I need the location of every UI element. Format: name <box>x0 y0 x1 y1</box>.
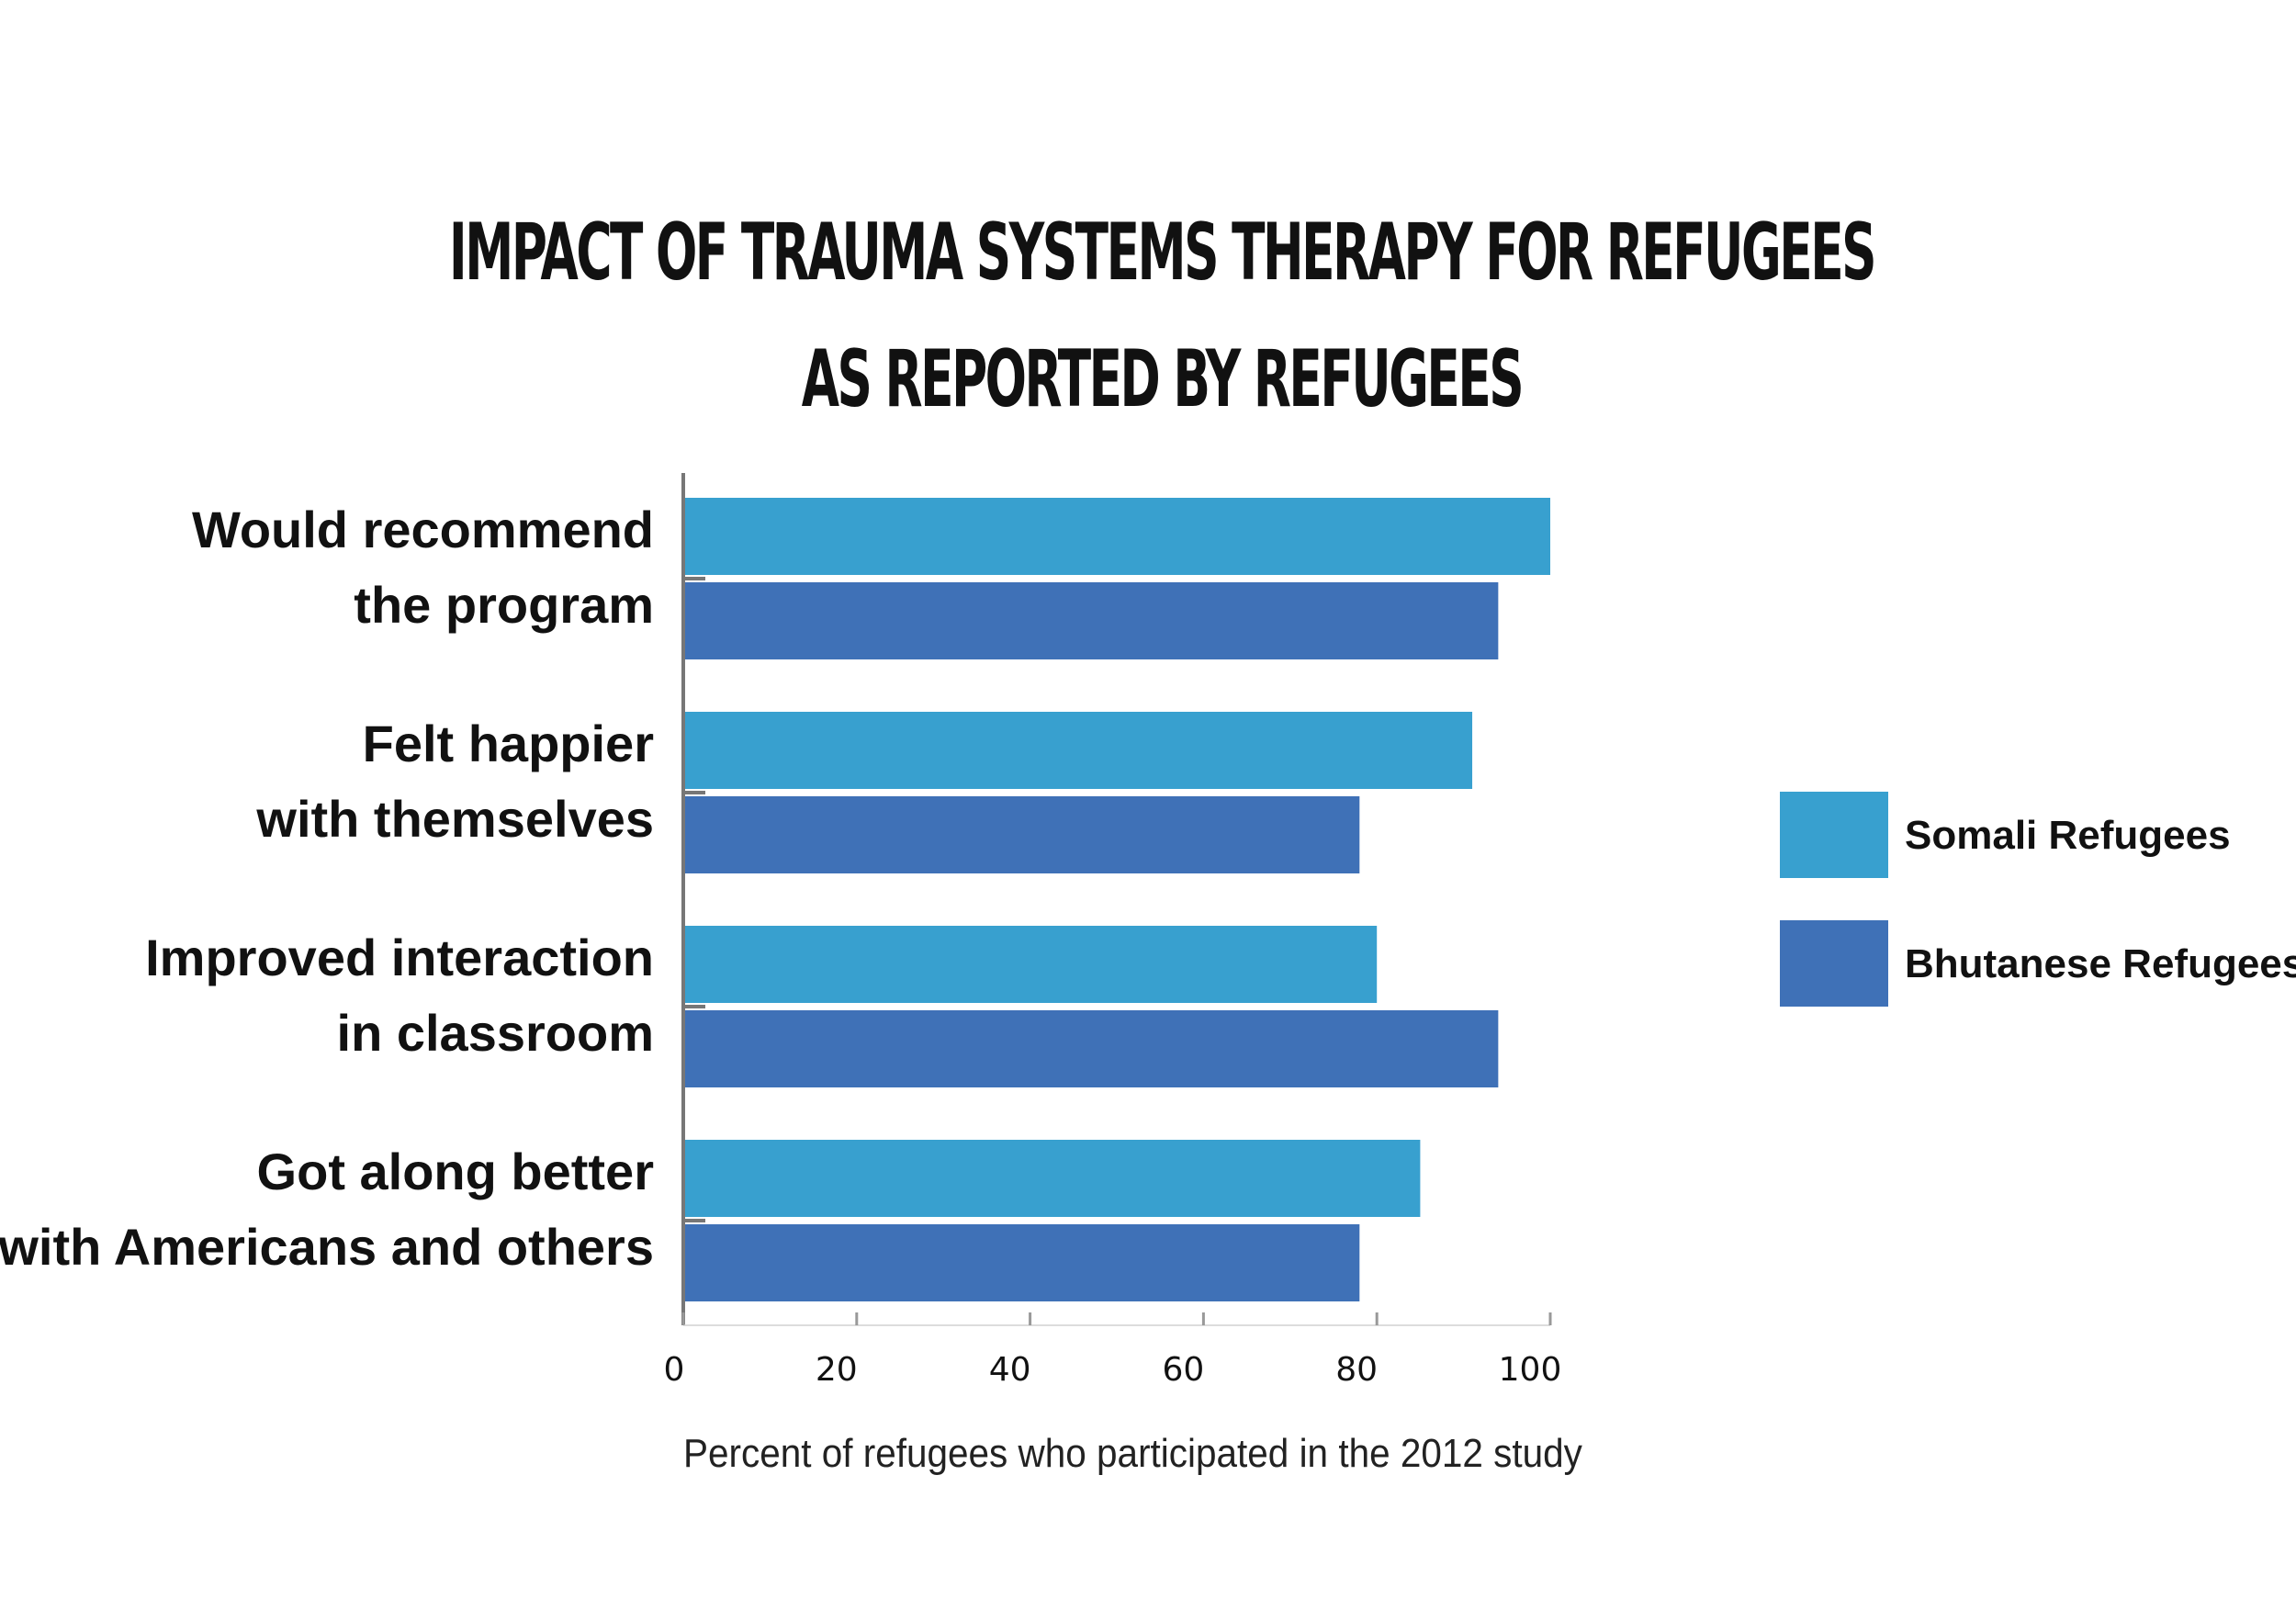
legend-label: Somali Refugees <box>1905 813 2231 858</box>
x-tick-label: 20 <box>816 1351 858 1389</box>
category-label: Would recommend <box>192 501 654 558</box>
legend-swatch-somali-refugees <box>1780 792 1888 878</box>
x-axis-title: Percent of refugees who participated in … <box>683 1431 1582 1476</box>
bar-bhutanese-refugees-0 <box>683 582 1499 659</box>
bar-somali-refugees-2 <box>683 926 1378 1003</box>
x-tick-label: 40 <box>989 1351 1031 1389</box>
bar-somali-refugees-0 <box>683 498 1550 575</box>
category-label: Improved interaction <box>145 929 654 986</box>
x-tick-label: 80 <box>1335 1351 1378 1389</box>
x-tick-label: 60 <box>1162 1351 1204 1389</box>
category-label: the program <box>354 576 654 634</box>
x-tick-label: 100 <box>1499 1351 1562 1389</box>
category-label: with themselves <box>255 790 654 848</box>
chart-title-line-2: AS REPORTED BY REFUGEES <box>801 333 1525 425</box>
bar-bhutanese-refugees-1 <box>683 796 1360 873</box>
x-tick-label: 0 <box>664 1351 685 1389</box>
bar-somali-refugees-3 <box>683 1140 1421 1217</box>
legend-label: Bhutanese Refugees <box>1905 941 2296 986</box>
chart-title-line-1: IMPACT OF TRAUMA SYSTEMS THERAPY FOR REF… <box>448 207 1877 298</box>
bar-bhutanese-refugees-2 <box>683 1010 1499 1087</box>
category-label: Felt happier <box>363 715 654 772</box>
bar-somali-refugees-1 <box>683 712 1473 789</box>
category-label: with Americans and others <box>0 1218 654 1276</box>
category-label: Got along better <box>257 1143 654 1200</box>
legend-swatch-bhutanese-refugees <box>1780 920 1888 1007</box>
category-label: in classroom <box>337 1004 654 1062</box>
bar-bhutanese-refugees-3 <box>683 1224 1360 1301</box>
